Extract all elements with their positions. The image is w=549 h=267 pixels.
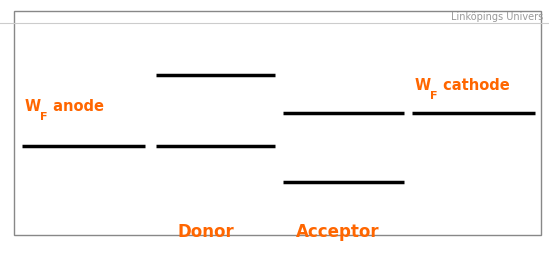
Text: Linköpings Univers: Linköpings Univers	[451, 12, 544, 22]
Text: Donor: Donor	[177, 223, 234, 241]
Text: anode: anode	[48, 99, 104, 114]
Text: W: W	[414, 78, 430, 93]
Text: F: F	[430, 91, 438, 101]
Text: Acceptor: Acceptor	[296, 223, 379, 241]
Text: W: W	[25, 99, 41, 114]
Text: cathode: cathode	[438, 78, 509, 93]
Text: F: F	[40, 112, 48, 123]
